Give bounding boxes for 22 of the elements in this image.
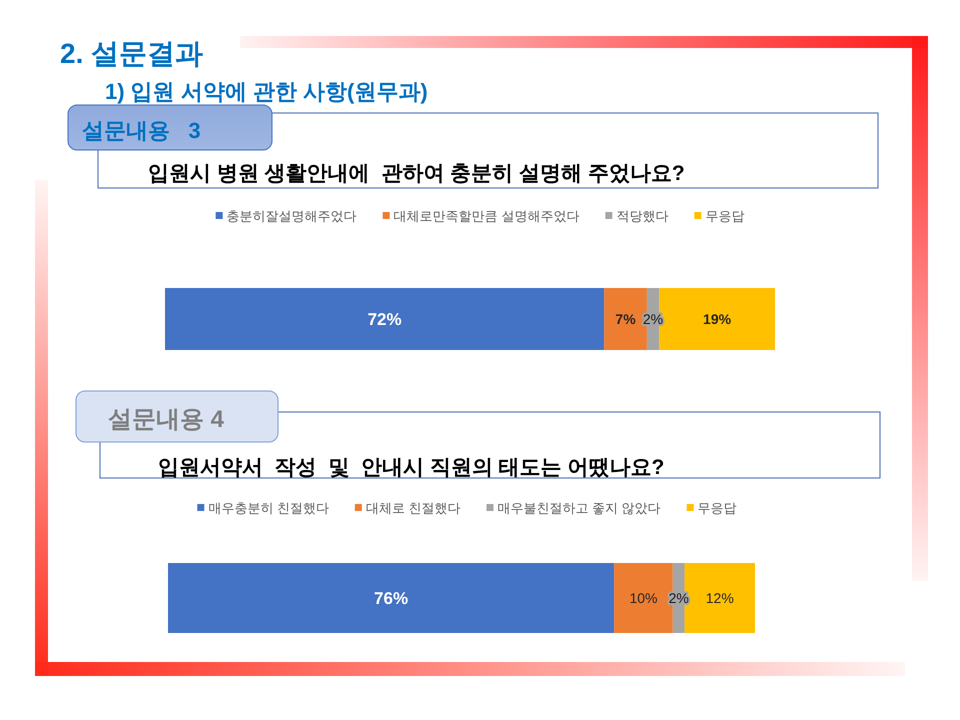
data-label: 72% [368,310,402,329]
bar [168,563,614,633]
legend-label: 대체로만족할만큼 설명해주었다 [394,208,580,224]
legend-label: 무응답 [698,500,737,516]
legend-label: 무응답 [705,208,744,224]
chart-title: 설문내용 3 [82,118,201,143]
legend-label: 매우불친절하고 좋지 않았다 [498,500,661,516]
data-label: 10% [629,590,658,606]
chart-subtitle: 입원시 병원 생활안내에 관하여 충분히 설명해 주었나요? [148,162,685,185]
chart-title: 설문내용 4 [108,406,225,433]
data-label: 19% [703,310,732,327]
legend-label: 매우충분히 친절했다 [208,500,329,516]
text: 2. 설문결과 [60,38,204,69]
data-label: 12% [706,590,734,606]
legend-label: 충분히잘설명해주었다 [226,208,357,224]
bar [165,288,604,350]
legend-label: 적당했다 [616,208,668,224]
data-label: 7% [615,310,636,327]
legend-label: 대체로 친절했다 [366,500,461,516]
text: 1) 입원 서약에 관한 사항(원무과) [105,79,428,104]
data-label: 76% [374,588,408,608]
chart-subtitle: 입원서약서 작성 및 안내시 직원의 태도는 어땠나요? [158,456,664,479]
